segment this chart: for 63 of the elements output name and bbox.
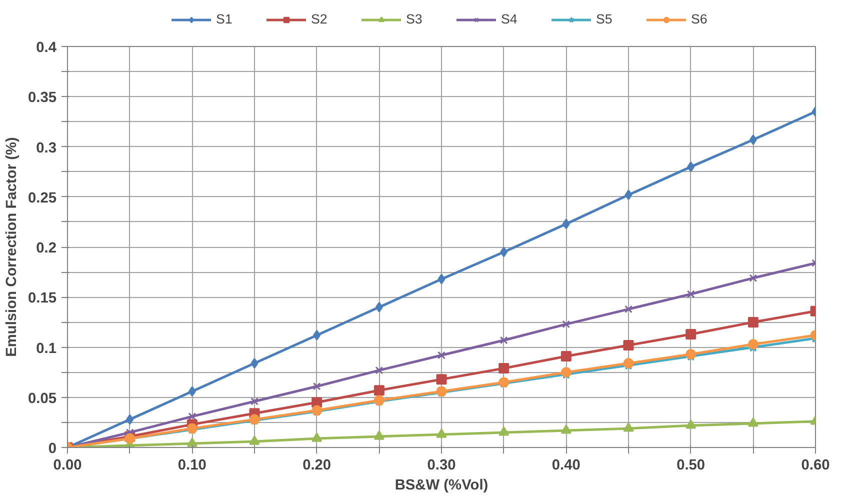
x-tick-label: 0.40	[552, 458, 580, 474]
point	[436, 428, 447, 438]
x-tick-label: 0.10	[178, 458, 206, 474]
x-tick-label: 0.30	[427, 458, 456, 474]
point	[186, 438, 198, 447]
point	[312, 432, 322, 442]
point	[686, 290, 695, 298]
point	[623, 422, 634, 432]
point	[498, 363, 510, 374]
legend-label: S3	[406, 12, 424, 26]
point	[748, 316, 758, 328]
point	[188, 386, 196, 397]
point	[375, 366, 384, 374]
y-tick-label: 0.3	[36, 140, 56, 156]
x-tick-label: 0.00	[53, 458, 82, 474]
point	[748, 339, 758, 350]
y-tick-label: 0.35	[28, 90, 57, 106]
point	[498, 426, 510, 436]
point	[560, 351, 572, 362]
point	[560, 424, 572, 434]
point	[436, 374, 447, 385]
point	[126, 414, 134, 425]
point	[686, 420, 696, 429]
point	[374, 385, 384, 396]
point	[250, 358, 258, 369]
x-tick-label: 0.60	[801, 458, 830, 474]
point	[687, 162, 695, 172]
point	[312, 382, 321, 390]
x-tick-label: 0.20	[302, 458, 332, 474]
y-tick-label: 0	[48, 441, 57, 457]
y-tick-label: 0.15	[28, 290, 57, 307]
point	[249, 436, 260, 445]
point	[500, 246, 508, 258]
point	[562, 320, 570, 328]
legend-label: S4	[501, 12, 518, 26]
point	[313, 330, 321, 340]
point	[749, 134, 757, 145]
y-tick-label: 0.2	[36, 240, 56, 256]
legend-label: S2	[311, 12, 328, 26]
point	[374, 430, 384, 440]
x-axis-title: BS&W (%Vol)	[394, 478, 488, 494]
y-tick-label: 0.4	[36, 40, 58, 56]
point	[748, 417, 758, 427]
legend-label: S5	[596, 12, 614, 26]
legend-label: S6	[691, 12, 708, 26]
x-tick-label: 0.50	[676, 458, 706, 474]
legend-label: S1	[216, 12, 234, 26]
point	[188, 412, 196, 420]
y-tick-label: 0.25	[28, 190, 57, 206]
point	[500, 336, 508, 344]
point	[749, 274, 758, 282]
point	[375, 302, 383, 312]
point	[250, 397, 258, 406]
point	[438, 351, 446, 360]
y-tick-label: 0.05	[28, 390, 57, 407]
y-axis-title: Emulsion Correction Factor (%)	[4, 136, 20, 357]
point	[562, 218, 570, 230]
y-tick-label: 0.1	[36, 340, 56, 357]
point	[623, 340, 634, 350]
point	[624, 305, 632, 314]
point	[686, 328, 696, 340]
point	[624, 190, 632, 200]
point	[438, 274, 446, 284]
